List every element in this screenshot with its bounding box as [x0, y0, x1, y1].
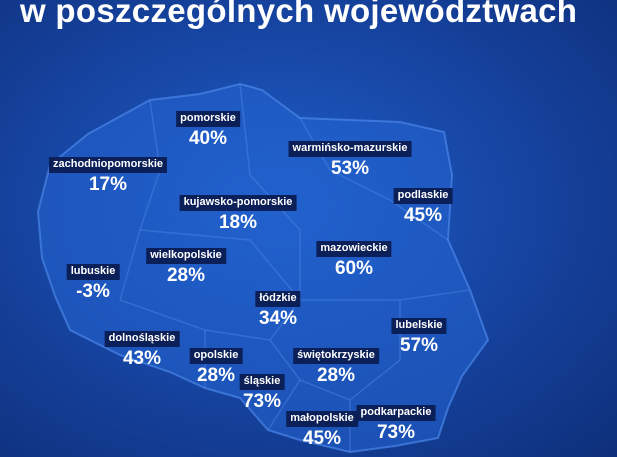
region-value: 57% — [399, 335, 439, 356]
region-label: wielkopolskie — [146, 248, 226, 264]
region-lubuskie: lubuskie -3% — [66, 261, 120, 302]
region-label: kujawsko-pomorskie — [179, 195, 297, 211]
region-label: mazowieckie — [316, 241, 392, 257]
region-label: śląskie — [239, 374, 285, 390]
region-label: dolnośląskie — [104, 331, 180, 347]
region-podlaskie: podlaskie 45% — [393, 185, 453, 226]
region-label: małopolskie — [286, 411, 358, 427]
region-label: lubelskie — [391, 318, 447, 334]
region-label: lubuskie — [66, 264, 120, 280]
region-value: 45% — [302, 428, 342, 449]
region-mazowieckie: mazowieckie 60% — [316, 238, 392, 279]
region-label: pomorskie — [176, 111, 240, 127]
region-label: podkarpackie — [356, 405, 436, 421]
region-kujawsko-pomorskie: kujawsko-pomorskie 18% — [179, 192, 297, 233]
region-label: podlaskie — [393, 188, 453, 204]
region-label: łódzkie — [255, 291, 301, 307]
region-value: 60% — [334, 258, 374, 279]
region-dolnoslaskie: dolnośląskie 43% — [104, 328, 180, 369]
region-wielkopolskie: wielkopolskie 28% — [146, 245, 226, 286]
region-value: 28% — [316, 365, 356, 386]
region-swietokrzyskie: świętokrzyskie 28% — [293, 345, 379, 386]
region-label: warmińsko-mazurskie — [288, 141, 412, 157]
region-value: 40% — [188, 128, 228, 149]
page-title: w poszczególnych województwach — [20, 0, 578, 29]
region-label: opolskie — [189, 348, 243, 364]
region-zachodniopomorskie: zachodniopomorskie 17% — [48, 154, 168, 195]
region-value: 73% — [242, 391, 282, 412]
region-warminsko-mazurskie: warmińsko-mazurskie 53% — [288, 138, 412, 179]
region-value: 28% — [166, 265, 206, 286]
region-value: -3% — [76, 281, 110, 302]
region-value: 73% — [376, 422, 416, 443]
region-podkarpackie: podkarpackie 73% — [356, 402, 436, 443]
region-opolskie: opolskie 28% — [189, 345, 243, 386]
region-value: 28% — [196, 365, 236, 386]
region-malopolskie: małopolskie 45% — [286, 408, 358, 449]
region-label: świętokrzyskie — [293, 348, 379, 364]
region-value: 43% — [122, 348, 162, 369]
region-value: 17% — [88, 174, 128, 195]
region-label: zachodniopomorskie — [48, 157, 168, 173]
region-slaskie: śląskie 73% — [239, 371, 285, 412]
region-value: 45% — [403, 205, 443, 226]
region-lubelskie: lubelskie 57% — [391, 315, 447, 356]
region-value: 34% — [258, 308, 298, 329]
region-value: 53% — [330, 158, 370, 179]
region-value: 18% — [218, 212, 258, 233]
region-pomorskie: pomorskie 40% — [176, 108, 240, 149]
region-lodzkie: łódzkie 34% — [255, 288, 301, 329]
